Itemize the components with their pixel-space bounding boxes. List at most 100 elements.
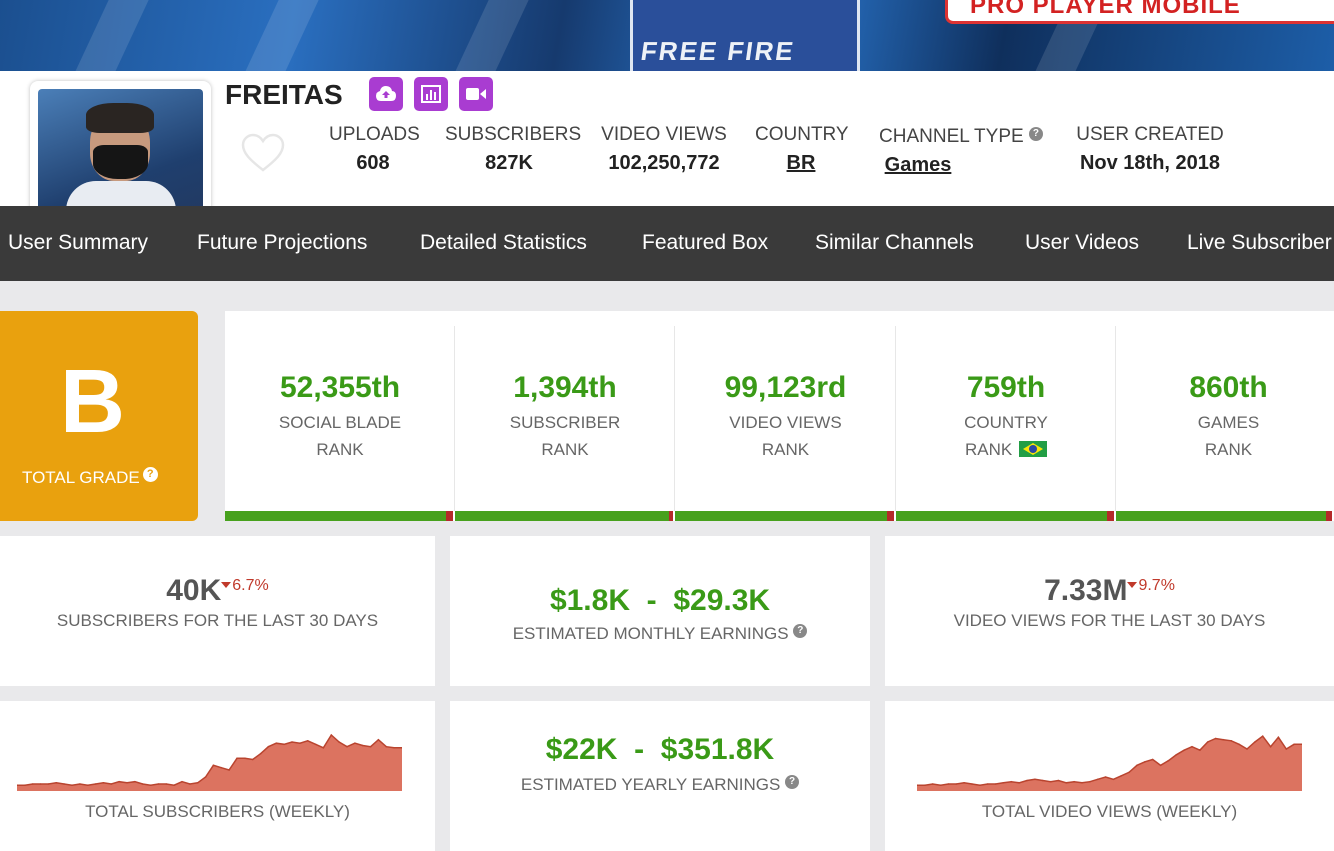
rank-label: RANK [965,440,1013,459]
rank-bar [896,511,1114,521]
sparkline-point [47,783,50,785]
grade-letter: B [60,352,125,452]
sparkline-point [924,784,926,786]
sparkline-point [1010,780,1013,783]
sparkline-point [1096,778,1099,781]
channel-type-link[interactable]: Games [884,154,952,176]
stat-channel-type-label-row: CHANNEL TYPE ? [875,126,1047,148]
rank-label: VIDEO VIEWS [729,413,842,432]
stat-channel-type: CHANNEL TYPE ? Games [875,126,1047,177]
card-subscribers-30-days: 40K 6.7% SUBSCRIBERS FOR THE LAST 30 DAYS [0,536,435,686]
sparkline-point [31,783,34,785]
rank-label: RANK [541,440,589,459]
sparkline-point [939,784,942,786]
sparkline-point [1041,779,1044,782]
sparkline-point [338,741,340,743]
sparkline-point [1254,741,1256,743]
sparkline-point [330,734,333,736]
stats-icon[interactable] [414,77,448,111]
sparkline-point [236,757,238,760]
avatar-hair [86,103,154,133]
rank-label: RANK [316,440,364,459]
sparkline-point [118,780,120,783]
banner-jersey: FREE FIRE [630,0,860,71]
sparkline-point [1293,743,1295,746]
sparkline-point [79,783,81,785]
nav-similar-channels[interactable]: Similar Channels [815,231,974,254]
sparkline-point [204,776,207,778]
monthly-earnings-help-icon[interactable]: ? [793,624,808,638]
yearly-earnings-help-icon[interactable]: ? [785,775,800,789]
sparkline-point [369,745,372,748]
nav-user-summary[interactable]: User Summary [8,231,149,254]
sparkline-point [955,783,958,785]
sparkline-point [354,742,356,744]
sparkline-point [244,757,246,760]
sparkline-point [1151,758,1154,761]
sparkline-point [1089,780,1091,783]
upload-icon[interactable] [369,77,403,111]
rank-label-row: RANK [896,440,1116,460]
sparkline-point [63,783,65,785]
country-link[interactable]: BR [786,152,816,174]
sparkline-point [1034,778,1036,781]
sparkline-point [55,782,58,784]
sparkline-point [1301,743,1302,746]
sparkline-point [377,738,380,741]
subs-30-change: 6.7% [232,577,269,594]
subs-30-label: SUBSCRIBERS FOR THE LAST 30 DAYS [56,611,379,630]
sparkline-point [1199,749,1201,751]
rank-bar [1116,511,1332,521]
avatar-frame [30,81,211,262]
sparkline-point [71,784,73,786]
nav-future-projections[interactable]: Future Projections [197,231,368,254]
sparkline-point [1144,761,1146,763]
nav-detailed-statistics[interactable]: Detailed Statistics [420,231,587,254]
stat-subscribers: SUBSCRIBERS 827K [445,124,582,175]
sparkline-point [1261,735,1264,737]
grade-label-row: TOTAL GRADE? [22,467,158,488]
views-30-change-row: 9.7% [1127,577,1175,594]
channel-type-help-icon[interactable]: ? [1028,127,1043,141]
sparkline-point [275,742,278,744]
sparkline-point [393,747,395,749]
views-weekly-label: TOTAL VIDEO VIEWS (WEEKLY) [981,802,1238,821]
sparkline-point [1065,782,1068,784]
subs-30-change-row: 6.7% [221,577,269,594]
sparkline-point [196,782,199,784]
sparkline-point [126,782,128,784]
favorite-heart-icon[interactable] [240,133,286,173]
sparkline-point [1214,737,1217,740]
avatar[interactable] [38,89,203,254]
sparkline-point [141,783,144,785]
rank-bar-remainder [1107,511,1114,521]
video-icon[interactable] [459,77,493,111]
monthly-earnings-label: ESTIMATED MONTHLY EARNINGS [512,624,789,643]
yearly-earnings-label-row: ESTIMATED YEARLY EARNINGS ? [450,775,870,795]
rank-bar [675,511,894,521]
sparkline-point [1081,782,1083,784]
down-triangle-icon [1127,582,1138,588]
grade-label: TOTAL GRADE [22,468,140,487]
sparkline-point [1191,745,1193,748]
stat-country-label: COUNTRY [755,124,849,145]
sparkline-point [986,783,989,785]
sparkline-point [86,784,89,786]
nav-featured-box[interactable]: Featured Box [642,231,769,254]
card-total-views-weekly: TOTAL VIDEO VIEWS (WEEKLY) [885,701,1334,851]
nav-user-videos[interactable]: User Videos [1025,231,1140,254]
grade-help-icon[interactable]: ? [142,467,158,482]
sparkline-point [110,783,113,785]
rank-label: COUNTRY [964,413,1048,432]
sparkline-point [401,747,402,749]
stat-subscribers-label: SUBSCRIBERS [445,124,582,145]
sparkline-point [1246,748,1248,750]
sparkline-point [24,784,26,786]
rank-bar-remainder [1325,511,1332,521]
nav-live-subscriber[interactable]: Live Subscriber [1187,231,1332,254]
sparkline-point [963,782,965,784]
sparkline-area [17,735,402,791]
total-grade-box: B TOTAL GRADE? [0,311,198,521]
sparkline-point [1238,743,1240,746]
views-30-value-row: 7.33M 9.7% [885,574,1334,608]
